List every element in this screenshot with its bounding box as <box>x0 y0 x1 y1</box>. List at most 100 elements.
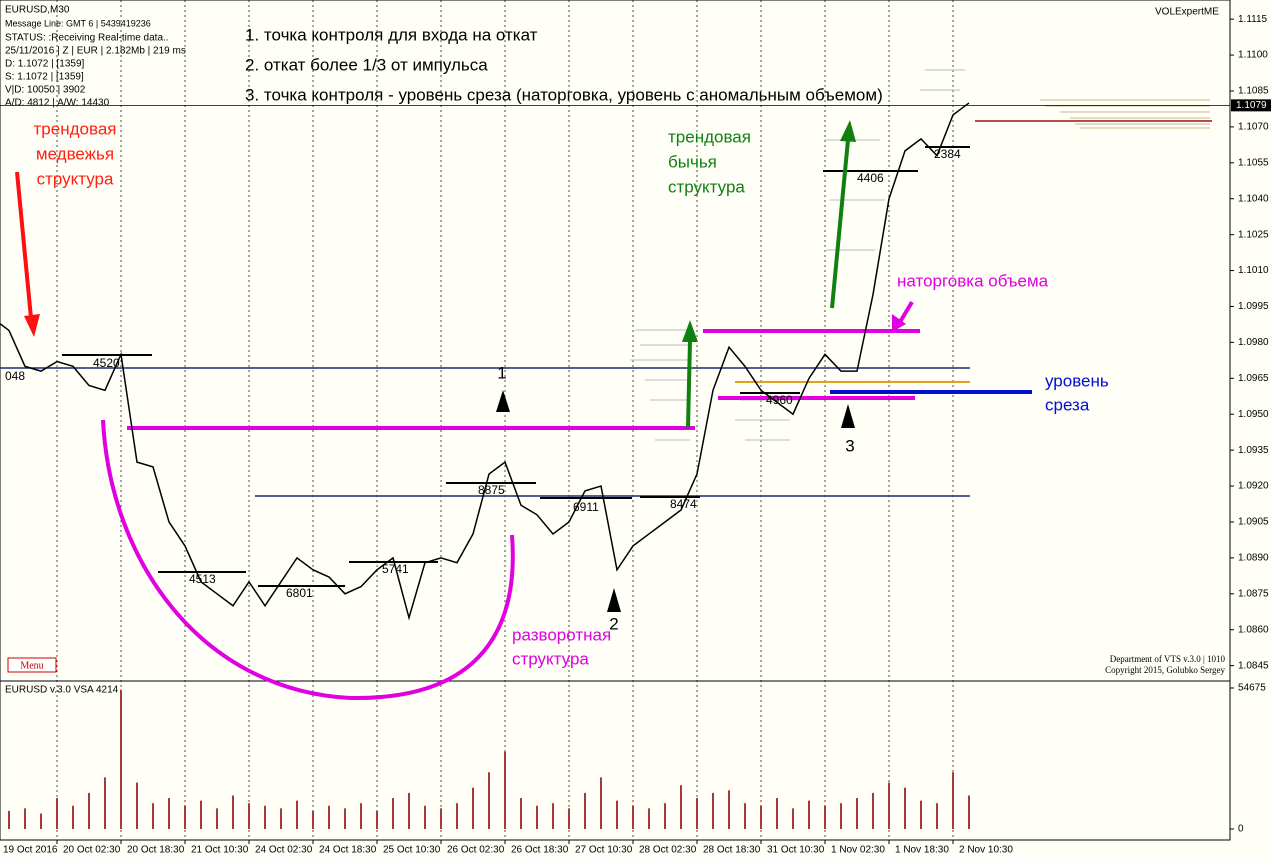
footer: Department of VTS v.3.0 | 1010 <box>1110 654 1226 664</box>
drawings <box>15 120 914 701</box>
x-tick-label: 26 Oct 02:30 <box>447 845 505 856</box>
volume-bar <box>392 798 394 829</box>
volume-bar <box>360 803 362 829</box>
y-tick-label: 1.1100 <box>1238 50 1268 61</box>
info-line: S: 1.1072 | [1359] <box>5 72 84 83</box>
volume-label: 6911 <box>573 500 599 514</box>
volume-bar <box>376 810 378 829</box>
volume-bar <box>232 795 234 829</box>
volume-bar <box>456 803 458 829</box>
y-tick-label: 1.0935 <box>1238 445 1269 456</box>
info-line: STATUS: :Receiving Real-time data.. <box>5 33 169 44</box>
reversal-label: разворотная структура наторговка объема <box>512 271 1049 668</box>
volume-bar <box>856 798 858 829</box>
x-tick-label: 27 Oct 10:30 <box>575 845 633 856</box>
volume-bar <box>616 800 618 829</box>
volume-bar <box>728 790 730 829</box>
volume-bar <box>600 777 602 829</box>
volume-bar <box>88 792 90 829</box>
volume-label: 5741 <box>382 562 409 576</box>
menu-label[interactable]: Menu <box>20 660 43 671</box>
volume-labels: 048 4520 4513 6801 5741 8875 6911 8474 4… <box>5 147 961 600</box>
x-tick-label: 19 Oct 2016 <box>3 845 58 856</box>
x-tick-label: 24 Oct 18:30 <box>319 845 377 856</box>
y-tick-label: 1.1055 <box>1238 157 1269 168</box>
volume-title: EURUSD v.3.0 VSA 4214 <box>5 685 119 696</box>
y-tick-label: 1.1040 <box>1238 193 1269 204</box>
volume-bar <box>56 798 58 829</box>
volume-label: 8875 <box>478 483 505 497</box>
x-tick-label: 2 Nov 10:30 <box>959 845 1013 856</box>
volume-bar <box>776 798 778 829</box>
note: 3. точка контроля - уровень среза (натор… <box>245 85 883 104</box>
volume-bar <box>328 805 330 829</box>
y-tick-label: 1.0905 <box>1238 517 1269 528</box>
marks <box>0 102 1230 829</box>
point-labels: 1 2 3 <box>497 363 854 633</box>
volume-bar <box>552 803 554 829</box>
volume-bar <box>968 795 970 829</box>
x-tick-label: 21 Oct 10:30 <box>191 845 249 856</box>
volume-bar <box>936 803 938 829</box>
volume-bar <box>824 805 826 829</box>
bear-label: трендовая медвежья структура <box>34 119 117 188</box>
x-tick-label: 20 Oct 02:30 <box>63 845 121 856</box>
menu-button[interactable] <box>7 657 57 673</box>
volume-bar <box>744 803 746 829</box>
volume-bar <box>808 800 810 829</box>
y-tick-label: 1.1010 <box>1238 265 1269 276</box>
y-tick-label: 1.0950 <box>1238 409 1269 420</box>
info-line: V|D: 10050 | 3902 <box>5 85 86 96</box>
volume-bar <box>712 792 714 829</box>
volume-bar <box>840 803 842 829</box>
y-tick-label: 1.0980 <box>1238 337 1269 348</box>
annotation: структура <box>512 649 589 668</box>
x-tick-label: 20 Oct 18:30 <box>127 845 185 856</box>
annotation: разворотная <box>512 625 611 644</box>
annotation: трендовая <box>34 119 117 138</box>
cut-label: уровень среза <box>1045 371 1109 414</box>
x-tick-label: 25 Oct 10:30 <box>383 845 441 856</box>
annotation: структура <box>668 177 745 196</box>
point-label: 1 <box>497 363 506 382</box>
volume-bar <box>648 808 650 829</box>
volume-bar <box>184 805 186 829</box>
volume-label: 4513 <box>189 572 216 586</box>
y-tick-label: 54675 <box>1238 683 1266 694</box>
volume-bar <box>8 810 10 829</box>
volume-bar <box>72 805 74 829</box>
volume-bar <box>136 782 138 829</box>
volume-bar <box>664 803 666 829</box>
annotation: структура <box>37 169 114 188</box>
y-tick-label: 1.0965 <box>1238 373 1269 384</box>
volume-bar <box>120 689 122 829</box>
y-tick-label: 1.1115 <box>1238 14 1268 25</box>
last-price-label: 1.1079 <box>1236 100 1267 111</box>
y-tick-label: 1.0845 <box>1238 660 1269 671</box>
volume-bar <box>632 805 634 829</box>
volume-label: 048 <box>5 369 25 383</box>
volume-bar <box>248 803 250 829</box>
volume-bar <box>888 782 890 829</box>
symbol: EURUSD,M30 <box>5 5 70 16</box>
volume-bar <box>872 792 874 829</box>
volume-bar <box>296 800 298 829</box>
info-line: A/D: 4812 | A/W: 14430 <box>5 98 110 109</box>
volume-bar <box>152 803 154 829</box>
y-tick-label: 1.0860 <box>1238 624 1269 635</box>
plot-frame <box>0 0 1231 841</box>
bull-label: трендовая бычья структура <box>668 127 751 196</box>
x-tick-label: 26 Oct 18:30 <box>511 845 569 856</box>
volume-bar <box>104 777 106 829</box>
annotation: трендовая <box>668 127 751 146</box>
x-tick-label: 31 Oct 10:30 <box>767 845 825 856</box>
volume-bar <box>472 787 474 829</box>
note: 1. точка контроля для входа на откат <box>245 25 538 44</box>
y-tick-label: 1.1025 <box>1238 229 1269 240</box>
info-line: Message Line: GMT 6 | 5439419236 <box>5 18 151 28</box>
annotation: среза <box>1045 395 1090 414</box>
volume-bar <box>504 751 506 829</box>
volume-label: 6801 <box>286 586 313 600</box>
y-tick-label: 1.1070 <box>1238 122 1269 133</box>
